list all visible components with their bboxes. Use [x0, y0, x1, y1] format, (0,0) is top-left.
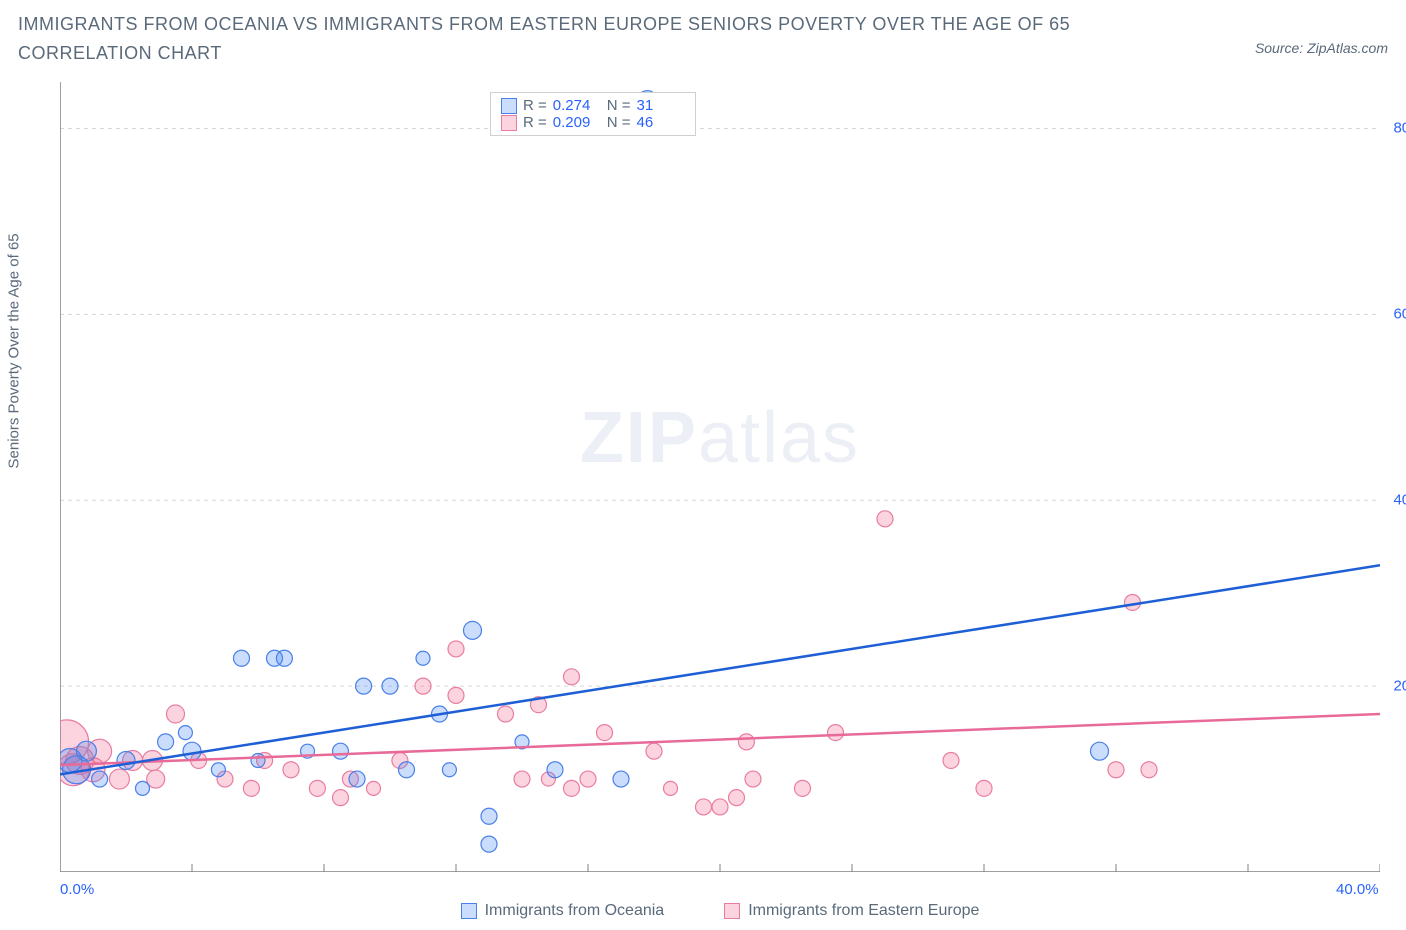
point-oceania	[251, 753, 265, 767]
r-label: R =	[523, 97, 547, 114]
y-tick-label: 20.0%	[1393, 678, 1406, 695]
legend-series: Immigrants from Oceania Immigrants from E…	[60, 902, 1380, 920]
point-eastern-europe	[415, 678, 431, 694]
source-attribution: Source: ZipAtlas.com	[1255, 40, 1388, 56]
point-eastern-europe	[664, 781, 678, 795]
point-oceania	[158, 734, 174, 750]
point-eastern-europe	[646, 743, 662, 759]
point-oceania	[442, 763, 456, 777]
chart-title: IMMIGRANTS FROM OCEANIA VS IMMIGRANTS FR…	[18, 10, 1118, 68]
point-oceania	[481, 808, 497, 824]
point-oceania	[136, 781, 150, 795]
n-value: 46	[637, 114, 685, 131]
point-eastern-europe	[564, 780, 580, 796]
point-oceania	[178, 726, 192, 740]
point-eastern-europe	[514, 771, 530, 787]
y-tick-label: 40.0%	[1393, 492, 1406, 509]
swatch-icon	[501, 98, 517, 114]
x-tick-label: 0.0%	[60, 881, 94, 898]
point-eastern-europe	[333, 790, 349, 806]
swatch-icon	[461, 903, 477, 919]
r-value: 0.274	[553, 97, 601, 114]
legend-label: Immigrants from Eastern Europe	[748, 902, 979, 920]
y-axis-label: Seniors Poverty Over the Age of 65	[6, 233, 23, 468]
point-oceania	[481, 836, 497, 852]
point-eastern-europe	[109, 769, 129, 789]
point-eastern-europe	[696, 799, 712, 815]
legend-stat-oceania: R = 0.274 N = 31	[501, 97, 685, 114]
point-eastern-europe	[448, 641, 464, 657]
point-oceania	[117, 751, 135, 769]
x-tick-label: 40.0%	[1336, 881, 1379, 898]
point-oceania	[464, 621, 482, 639]
point-oceania	[92, 771, 108, 787]
y-tick-label: 80.0%	[1393, 120, 1406, 137]
point-oceania	[399, 762, 415, 778]
point-eastern-europe	[564, 669, 580, 685]
point-eastern-europe	[877, 511, 893, 527]
point-eastern-europe	[828, 725, 844, 741]
y-tick-label: 60.0%	[1393, 306, 1406, 323]
point-eastern-europe	[795, 780, 811, 796]
legend-stat-eastern-europe: R = 0.209 N = 46	[501, 114, 685, 131]
r-label: R =	[523, 114, 547, 131]
point-eastern-europe	[580, 771, 596, 787]
point-eastern-europe	[448, 687, 464, 703]
point-eastern-europe	[943, 752, 959, 768]
point-oceania	[416, 651, 430, 665]
point-oceania	[76, 741, 96, 761]
trend-line-eastern-europe	[60, 714, 1380, 765]
swatch-icon	[501, 115, 517, 131]
point-oceania	[382, 678, 398, 694]
legend-stats: R = 0.274 N = 31 R = 0.209 N = 46	[490, 92, 696, 136]
legend-item-oceania: Immigrants from Oceania	[461, 902, 665, 920]
point-oceania	[547, 762, 563, 778]
legend-item-eastern-europe: Immigrants from Eastern Europe	[724, 902, 979, 920]
point-eastern-europe	[745, 771, 761, 787]
point-oceania	[1091, 742, 1109, 760]
point-eastern-europe	[309, 780, 325, 796]
n-value: 31	[637, 97, 685, 114]
point-eastern-europe	[367, 781, 381, 795]
legend-label: Immigrants from Oceania	[485, 902, 665, 920]
r-value: 0.209	[553, 114, 601, 131]
point-eastern-europe	[167, 705, 185, 723]
trend-line-oceania	[60, 565, 1380, 774]
point-eastern-europe	[976, 780, 992, 796]
point-oceania	[333, 743, 349, 759]
point-oceania	[183, 742, 201, 760]
point-oceania	[211, 763, 225, 777]
point-eastern-europe	[498, 706, 514, 722]
point-oceania	[276, 650, 292, 666]
point-oceania	[349, 771, 365, 787]
point-eastern-europe	[597, 725, 613, 741]
point-eastern-europe	[738, 734, 754, 750]
scatter-plot	[60, 82, 1380, 872]
point-oceania	[234, 650, 250, 666]
point-oceania	[613, 771, 629, 787]
point-eastern-europe	[1108, 762, 1124, 778]
point-eastern-europe	[243, 780, 259, 796]
point-eastern-europe	[712, 799, 728, 815]
n-label: N =	[607, 97, 631, 114]
point-eastern-europe	[283, 762, 299, 778]
swatch-icon	[724, 903, 740, 919]
point-eastern-europe	[729, 790, 745, 806]
point-eastern-europe	[1141, 762, 1157, 778]
n-label: N =	[607, 114, 631, 131]
point-oceania	[356, 678, 372, 694]
chart-area: ZIPatlas R = 0.274 N = 31 R = 0.209 N = …	[60, 82, 1380, 872]
